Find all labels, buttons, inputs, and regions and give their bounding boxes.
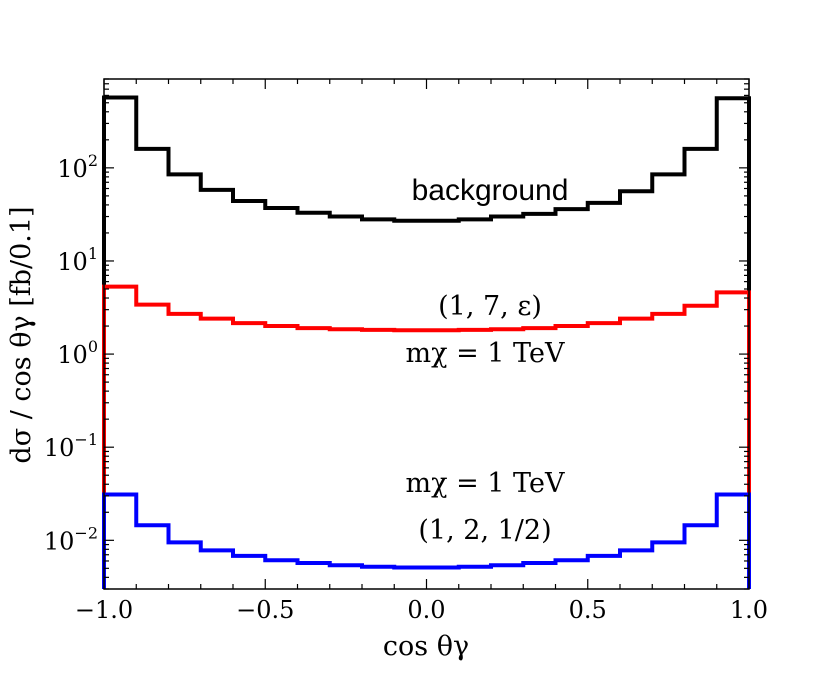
x-tick-label: −0.5 [236,596,294,624]
y-tick-label: 10−1 [44,430,98,462]
x-tick-label: 0.0 [407,596,445,624]
y-tick-label: 102 [57,151,98,183]
y-tick-label: 100 [57,337,98,369]
x-tick-label: 0.5 [569,596,607,624]
y-tick-label: 10−2 [44,523,98,555]
annotation-red-params: (1, 7, ε) [438,291,542,322]
y-axis-label: dσ / cos θγ [fb/0.1] [6,206,37,463]
x-axis-label: cos θγ [383,631,469,662]
annotation-blue-params: (1, 2, 1/2) [418,515,551,546]
series-2-histogram [102,492,751,589]
series-0-histogram [102,95,751,589]
series-layer [102,95,751,589]
x-tick-label: 1.0 [730,596,768,624]
plot-frame [103,78,750,590]
series-1-histogram [102,284,751,589]
tick-layer: −1.0 −0.5 0.0 0.5 1.0 10−2 10−1 100 101 102 [44,78,768,624]
annotation-red-mass: mχ = 1 TeV [406,338,565,369]
annotation-blue-mass: mχ = 1 TeV [406,468,565,499]
y-tick-label: 101 [57,244,98,276]
x-tick-label: −1.0 [75,596,133,624]
annotation-background: background [412,174,569,207]
